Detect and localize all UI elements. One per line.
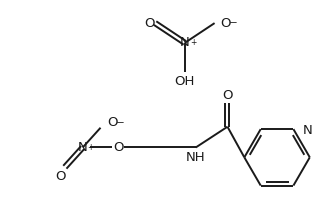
Text: N: N [302,124,312,137]
Text: O: O [220,17,231,30]
Text: O: O [113,141,124,154]
Text: N: N [180,36,190,49]
Text: NH: NH [186,151,206,164]
Text: OH: OH [175,75,195,88]
Text: −: − [228,18,237,28]
Text: −: − [116,118,124,128]
Text: N: N [78,141,88,154]
Text: +: + [88,143,94,152]
Text: O: O [222,89,233,102]
Text: O: O [144,17,154,30]
Text: O: O [108,116,118,129]
Text: +: + [190,38,196,47]
Text: O: O [56,169,66,183]
